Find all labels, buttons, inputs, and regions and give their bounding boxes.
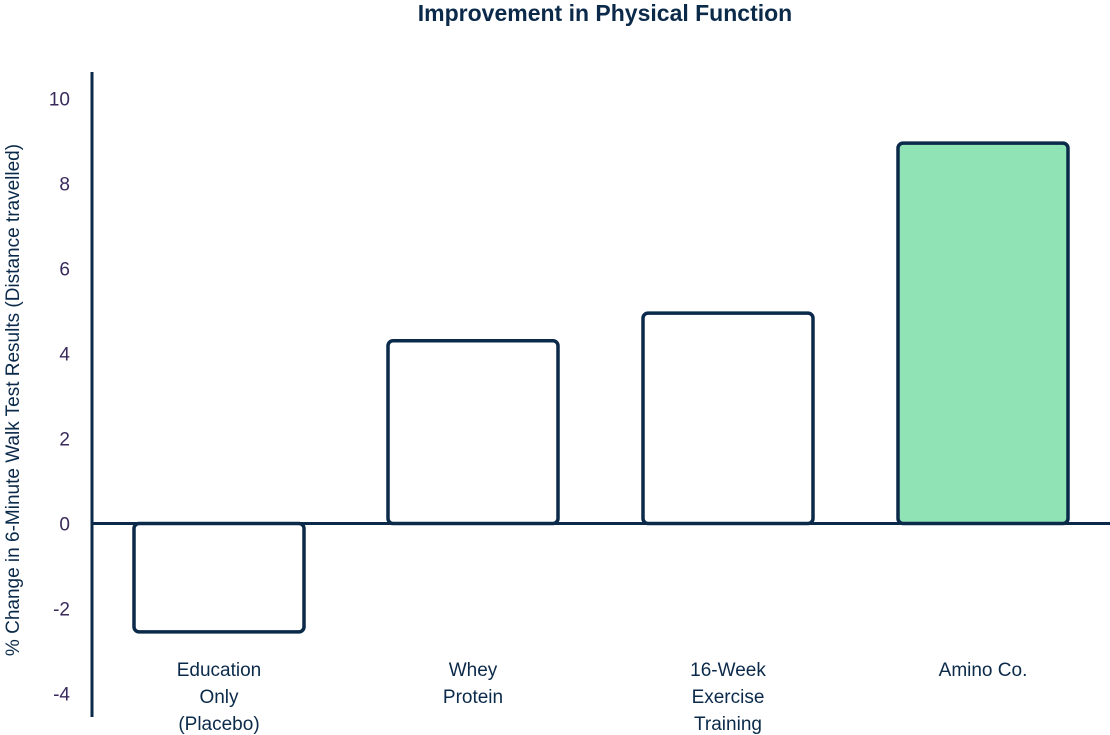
y-tick-label: -2 — [53, 600, 70, 621]
x-tick-label-line: (Placebo) — [178, 714, 259, 735]
bar-2 — [386, 339, 560, 526]
y-tick-label: 4 — [59, 345, 70, 366]
x-tick-label: 16-Week Exercise Training — [690, 660, 766, 735]
x-tick-label: Amino Co. — [939, 660, 1028, 681]
x-tick-label-line: Whey — [449, 660, 498, 681]
x-tick-labels: Education Only (Placebo) Whey Protein 16-Week… — [177, 660, 1028, 735]
chart-title: Improvement in Physical Function — [418, 0, 792, 26]
x-tick-label-line: 16-Week — [690, 660, 766, 681]
x-tick-label-line: Education — [177, 660, 262, 681]
y-tick-label: 8 — [59, 175, 70, 196]
x-tick-label-line: Only — [199, 687, 239, 708]
x-tick-label: Education Only (Placebo) — [177, 660, 262, 735]
y-tick-label: -4 — [53, 685, 70, 706]
y-axis-label: % Change in 6-Minute Walk Test Results (… — [3, 144, 24, 656]
y-tick-label: 0 — [59, 515, 70, 536]
x-tick-label-line: Training — [694, 714, 762, 735]
x-tick-label-line: Amino Co. — [939, 660, 1028, 681]
bar-1 — [132, 521, 306, 634]
bars-layer — [132, 141, 1070, 634]
bar-3 — [641, 311, 815, 526]
y-tick-label: 10 — [49, 90, 70, 111]
x-tick-label-line: Exercise — [692, 687, 765, 708]
x-tick-label-line: Protein — [443, 687, 503, 708]
x-tick-label: Whey Protein — [443, 660, 503, 708]
y-tick-label: 2 — [59, 430, 70, 451]
axes-layer — [90, 72, 1110, 717]
y-tick-label: 6 — [59, 260, 70, 281]
bar-4 — [896, 141, 1070, 526]
y-tick-labels: 10 8 6 4 2 0 -2 -4 — [49, 90, 71, 706]
